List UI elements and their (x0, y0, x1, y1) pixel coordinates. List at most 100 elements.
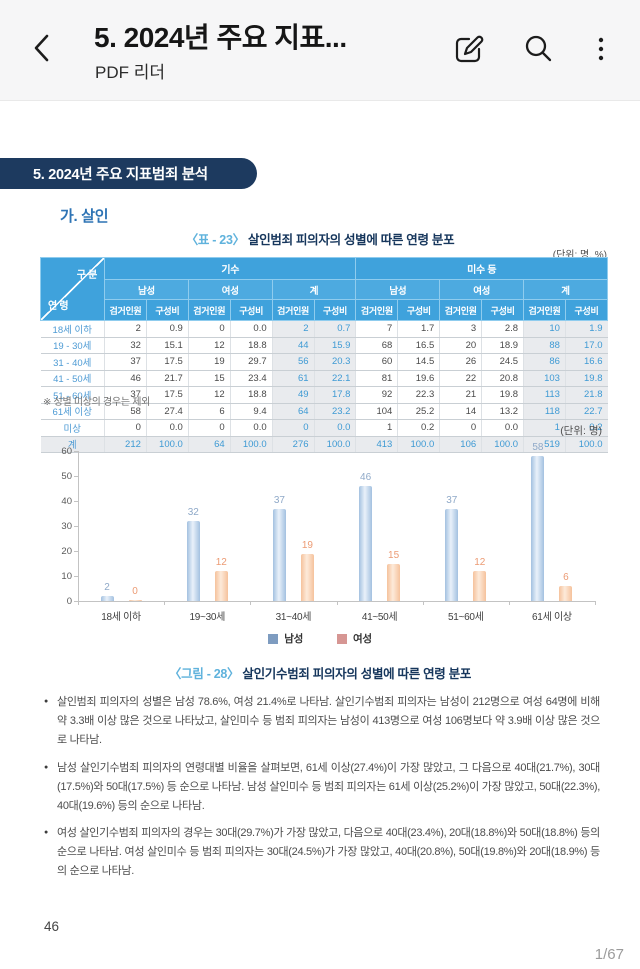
bar-남성-18세 이하 (100, 596, 114, 601)
reader-page-indicator: 1/67 (594, 946, 624, 963)
table-cell: 88 (523, 337, 566, 354)
bar-value-label: 37 (273, 494, 285, 506)
measure-header: 검거인원 (439, 299, 483, 321)
table-cell: 37 (104, 386, 147, 404)
table-cell: 24.5 (481, 353, 524, 371)
table-cell: 56 (271, 353, 315, 371)
table-cell: 100.0 (313, 435, 356, 453)
table-cell: 106 (439, 435, 482, 453)
table-cell: 212 (104, 435, 147, 453)
table-cell: 0 (104, 419, 147, 437)
corner-label-top: 구 분 (76, 270, 98, 281)
legend-swatch (337, 633, 347, 644)
table-row: 미상 0 0.0 0 0.0 0 0.0 1 0.2 0 0.0 1 0.2 (40, 419, 608, 437)
table-cell: 20 (439, 337, 482, 354)
table-cell: 276 (271, 435, 315, 453)
table-cell: 2 (271, 320, 315, 338)
bullet-text: 여성 살인기수범죄 피의자의 경우는 30대(29.7%)가 가장 많았고, 다… (57, 827, 600, 878)
table-cell: 20.3 (313, 353, 356, 371)
table-cell: 18.8 (229, 337, 273, 354)
bar-value-label: 58 (532, 442, 544, 453)
table-cell: 0 (439, 419, 482, 437)
bar-value-label: 0 (132, 586, 138, 597)
bullet-item: ● 여성 살인기수범죄 피의자의 경우는 30대(29.7%)가 가장 많았고, … (44, 824, 600, 881)
table-cell: 100.0 (145, 435, 189, 453)
bar-여성-51~60세 (473, 571, 487, 601)
row-label: 41 - 50세 (40, 370, 105, 387)
table-cell: 19.8 (481, 386, 524, 404)
bar-value-label: 12 (474, 557, 486, 568)
bar-value-label: 46 (360, 472, 372, 483)
figure-caption: 〈그림 - 28〉 살인기수범죄 피의자의 성별에 따른 연령 분포 (0, 663, 640, 682)
bullet-item: ● 살인범죄 피의자의 성별은 남성 78.6%, 여성 21.4%로 나타남. … (44, 693, 600, 750)
x-axis-category-label: 41~50세 (361, 612, 398, 623)
table-cell: 26 (439, 353, 482, 371)
table-cell: 20.8 (481, 370, 524, 387)
table-cell: 14.5 (397, 353, 440, 371)
table-caption-tag: 〈표 - 23〉 (185, 233, 245, 247)
y-axis-tick-label: 50 (61, 470, 72, 482)
x-axis-category-label: 61세 이상 (532, 612, 572, 623)
table-unit-note: (단위: 명, %) (552, 250, 607, 261)
back-icon[interactable] (28, 30, 56, 66)
table-row: 계 212 100.0 64 100.0 276 100.0 413 100.0 106 100.0… (40, 435, 608, 453)
bar-여성-18세 이하 (128, 600, 142, 601)
y-axis-tick (74, 576, 78, 577)
overflow-menu-icon[interactable] (584, 32, 618, 66)
bar-value-label: 15 (388, 549, 400, 561)
chart-legend: 남성 여성 (0, 631, 640, 646)
table-cell: 81 (355, 370, 398, 387)
table-cell: 86 (523, 353, 566, 371)
y-axis-tick-label: 30 (61, 520, 72, 532)
bar-남성-19~30세 (186, 521, 200, 601)
table-cell: 22.1 (313, 370, 356, 387)
table-cell: 49 (271, 386, 315, 404)
bullet-text: 살인범죄 피의자의 성별은 남성 78.6%, 여성 21.4%로 나타남. 살… (57, 696, 600, 746)
bar-value-label: 2 (104, 582, 110, 593)
document-section-banner: 5. 2024년 주요 지표범죄 분석 (0, 158, 257, 189)
bullet-text: 남성 살인기수범죄 피의자의 연령대별 비율을 살펴보면, 61세 이상(27.… (57, 761, 600, 812)
table-cell: 18.8 (229, 386, 273, 404)
table-cell: 1.7 (397, 320, 440, 338)
measure-header: 검거인원 (104, 299, 147, 321)
bar-value-label: 12 (215, 557, 227, 568)
y-axis-tick-label: 0 (66, 595, 72, 607)
bar-여성-41~50세 (387, 563, 401, 601)
edit-icon[interactable] (452, 32, 486, 66)
table-cell: 37 (104, 353, 147, 371)
search-icon[interactable] (521, 32, 555, 66)
age-gender-bar-chart: (단위: 명) 남성 여성 0 10 20 30 40 50 60 2 0 18세 이하 32 12 19… (0, 419, 640, 655)
chart-y-axis (78, 451, 79, 602)
table-cell: 0.0 (229, 419, 273, 437)
table-cell: 9.4 (229, 403, 273, 420)
row-label: 51 - 60세 (40, 386, 105, 404)
table-row: 19 - 30세 32 15.1 12 18.8 44 15.9 68 16.5 20 18.9 88… (40, 337, 608, 354)
bar-여성-61세 이상 (559, 586, 573, 601)
x-axis-tick (595, 601, 596, 605)
pdf-page[interactable]: 5. 2024년 주요 지표범죄 분석 가. 살인 〈표 - 23〉 살인범죄 … (0, 101, 640, 969)
subsection-title: 가. 살인 (60, 208, 109, 225)
bar-남성-31~40세 (272, 508, 286, 601)
table-cell: 22.7 (564, 403, 608, 420)
x-axis-tick (422, 601, 424, 605)
table-cell: 23.2 (313, 403, 356, 420)
row-label: 19 - 30세 (40, 337, 105, 354)
table-cell: 6 (187, 403, 231, 420)
subgroup-header: 남성 (104, 279, 189, 300)
y-axis-tick (74, 476, 78, 477)
figure-caption-text: 살인기수범죄 피의자의 성별에 따른 연령 분포 (239, 667, 472, 681)
table-cell: 17.5 (145, 353, 189, 371)
bar-남성-61세 이상 (531, 456, 545, 601)
corner-label-bottom: 연 령 (48, 301, 69, 312)
y-axis-tick (74, 501, 78, 502)
table-cell: 46 (104, 370, 147, 387)
table-cell: 19.8 (564, 370, 608, 387)
subgroup-header: 여성 (187, 279, 273, 300)
table-row: 51 - 60세 37 17.5 12 18.8 49 17.8 92 22.3 21 19.8 11… (40, 386, 608, 404)
group-header: 미수 등 (355, 257, 608, 280)
table-cell: 1 (523, 419, 566, 437)
bar-value-label: 6 (563, 572, 569, 583)
x-axis-tick (164, 601, 166, 605)
group-header: 기수 (103, 257, 357, 280)
bar-남성-51~60세 (445, 508, 459, 601)
